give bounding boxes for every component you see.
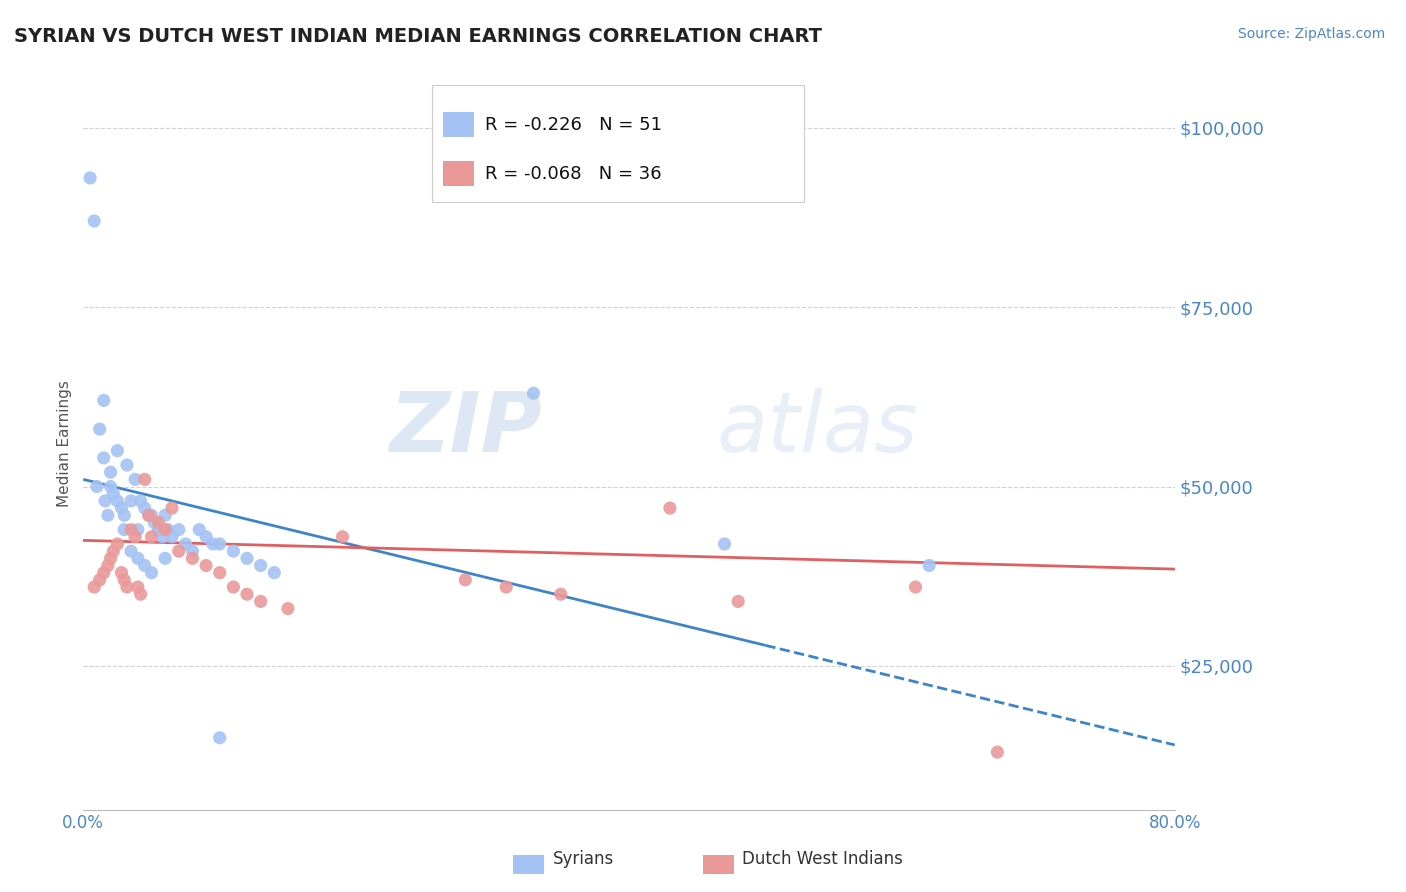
Point [141,566,163,580]
Point [195,530,218,544]
Point [143,516,166,530]
Point [103,544,125,558]
Point [222,544,245,558]
Point [105,443,128,458]
Point [249,558,271,573]
Point [550,587,572,601]
Point [79,170,101,185]
Point [94,494,117,508]
Point [153,551,176,566]
Point [160,530,183,544]
Point [904,580,927,594]
Point [148,523,170,537]
Point [105,537,128,551]
Point [83,580,105,594]
Point [153,523,176,537]
Point [86,479,108,493]
Point [148,523,170,537]
Point [522,386,544,401]
Point [141,530,163,544]
Point [174,537,197,551]
Point [120,523,142,537]
Point [112,508,135,523]
Point [100,479,122,493]
Point [236,587,259,601]
Point [83,214,105,228]
Point [153,508,176,523]
Point [918,558,941,573]
Point [181,551,204,566]
Point [110,501,132,516]
Point [127,523,149,537]
Point [141,508,163,523]
Point [148,516,170,530]
Text: Dutch West Indians: Dutch West Indians [742,850,903,868]
Point [181,544,204,558]
Point [97,558,120,573]
Point [100,465,122,479]
Point [89,422,111,436]
Point [208,731,231,745]
Point [332,530,354,544]
Point [208,566,231,580]
Point [97,508,120,523]
Point [188,523,211,537]
Point [222,580,245,594]
Point [160,501,183,516]
Text: Source: ZipAtlas.com: Source: ZipAtlas.com [1237,27,1385,41]
Point [201,537,224,551]
Point [115,458,138,472]
Point [124,530,146,544]
Point [100,551,122,566]
Point [167,544,190,558]
Point [454,573,477,587]
Point [134,501,156,516]
Point [986,745,1008,759]
Point [103,487,125,501]
Point [129,494,152,508]
Point [105,494,128,508]
Text: atlas: atlas [716,388,918,469]
Point [156,523,179,537]
Point [713,537,735,551]
Point [138,508,160,523]
Text: SYRIAN VS DUTCH WEST INDIAN MEDIAN EARNINGS CORRELATION CHART: SYRIAN VS DUTCH WEST INDIAN MEDIAN EARNI… [14,27,823,45]
Point [112,523,135,537]
Point [727,594,749,608]
Point [208,537,231,551]
Point [167,523,190,537]
Point [249,594,271,608]
Point [115,580,138,594]
Point [120,544,142,558]
Point [495,580,517,594]
Y-axis label: Median Earnings: Median Earnings [58,380,72,507]
Point [236,551,259,566]
Point [129,587,152,601]
Text: R = -0.068   N = 36: R = -0.068 N = 36 [485,165,662,183]
Point [93,450,115,465]
Point [93,566,115,580]
Point [658,501,681,516]
Point [93,393,115,408]
Point [120,494,142,508]
Point [263,566,285,580]
Point [277,601,299,615]
Point [110,566,132,580]
Point [134,472,156,486]
Text: R = -0.226   N = 51: R = -0.226 N = 51 [485,116,662,134]
Point [89,573,111,587]
Point [138,508,160,523]
Point [152,530,174,544]
Point [127,580,149,594]
Point [195,558,218,573]
Point [134,558,156,573]
Text: Syrians: Syrians [553,850,614,868]
Text: ZIP: ZIP [389,388,541,469]
Point [112,573,135,587]
Point [124,472,146,486]
Point [127,551,149,566]
